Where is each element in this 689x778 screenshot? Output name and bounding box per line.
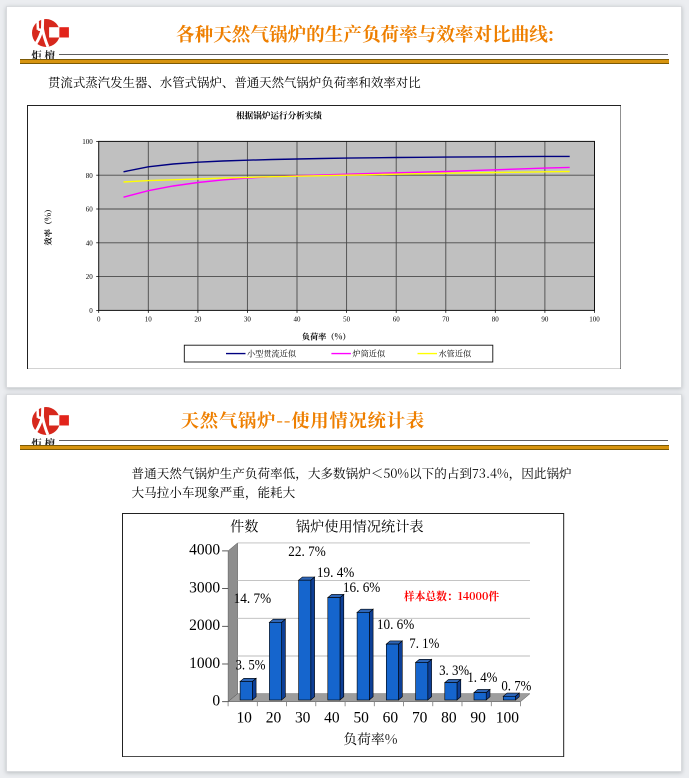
svg-text:14. 7%: 14. 7% xyxy=(234,591,271,607)
svg-text:10: 10 xyxy=(144,315,151,323)
svg-text:60: 60 xyxy=(383,710,399,727)
svg-text:20: 20 xyxy=(194,315,201,323)
svg-text:70: 70 xyxy=(442,315,449,323)
svg-text:水管近似: 水管近似 xyxy=(438,348,472,359)
svg-text:炉筒近似: 炉筒近似 xyxy=(352,348,386,359)
svg-text:负荷率（%）: 负荷率（%） xyxy=(301,331,350,342)
svg-text:件数: 件数 xyxy=(230,517,258,537)
svg-text:40: 40 xyxy=(293,315,300,323)
svg-text:22. 7%: 22. 7% xyxy=(289,544,326,560)
svg-text:4000: 4000 xyxy=(190,542,221,559)
svg-text:3. 3%: 3. 3% xyxy=(439,663,469,679)
svg-text:90: 90 xyxy=(471,710,487,727)
svg-text:效率（%）: 效率（%） xyxy=(43,204,54,245)
svg-text:100: 100 xyxy=(496,710,519,727)
svg-text:7. 1%: 7. 1% xyxy=(410,636,440,652)
svg-text:100: 100 xyxy=(82,138,93,146)
svg-text:1. 4%: 1. 4% xyxy=(468,670,498,686)
svg-text:1000: 1000 xyxy=(190,655,221,672)
svg-text:90: 90 xyxy=(541,315,548,323)
svg-text:40: 40 xyxy=(85,239,92,247)
svg-text:60: 60 xyxy=(392,315,399,323)
svg-text:50: 50 xyxy=(343,315,350,323)
svg-text:20: 20 xyxy=(85,273,92,281)
svg-text:50: 50 xyxy=(354,710,370,727)
svg-text:80: 80 xyxy=(442,710,458,727)
svg-text:0: 0 xyxy=(213,693,221,710)
svg-text:19. 4%: 19. 4% xyxy=(317,565,354,581)
svg-text:30: 30 xyxy=(295,710,311,727)
svg-text:80: 80 xyxy=(85,171,92,179)
svg-text:80: 80 xyxy=(491,315,498,323)
svg-text:负荷率%: 负荷率% xyxy=(344,728,398,748)
svg-text:0. 7%: 0. 7% xyxy=(502,679,532,695)
svg-text:16. 6%: 16. 6% xyxy=(343,580,380,596)
svg-text:40: 40 xyxy=(325,710,341,727)
svg-text:70: 70 xyxy=(412,710,428,727)
svg-text:锅炉使用情况统计表: 锅炉使用情况统计表 xyxy=(296,517,424,537)
svg-text:3000: 3000 xyxy=(190,580,221,597)
svg-text:0: 0 xyxy=(89,307,93,315)
svg-text:0: 0 xyxy=(96,315,100,323)
svg-text:100: 100 xyxy=(589,315,600,323)
svg-text:样本总数：14000件: 样本总数：14000件 xyxy=(404,589,500,604)
svg-text:10: 10 xyxy=(237,710,253,727)
svg-text:根据锅炉运行分析实绩: 根据锅炉运行分析实绩 xyxy=(236,109,322,121)
svg-text:3. 5%: 3. 5% xyxy=(236,658,266,674)
svg-text:10. 6%: 10. 6% xyxy=(377,617,414,633)
svg-text:20: 20 xyxy=(266,710,282,727)
svg-text:2000: 2000 xyxy=(190,617,221,634)
svg-text:30: 30 xyxy=(243,315,250,323)
svg-text:小型贯流近似: 小型贯流近似 xyxy=(247,348,297,359)
svg-text:60: 60 xyxy=(85,205,92,213)
